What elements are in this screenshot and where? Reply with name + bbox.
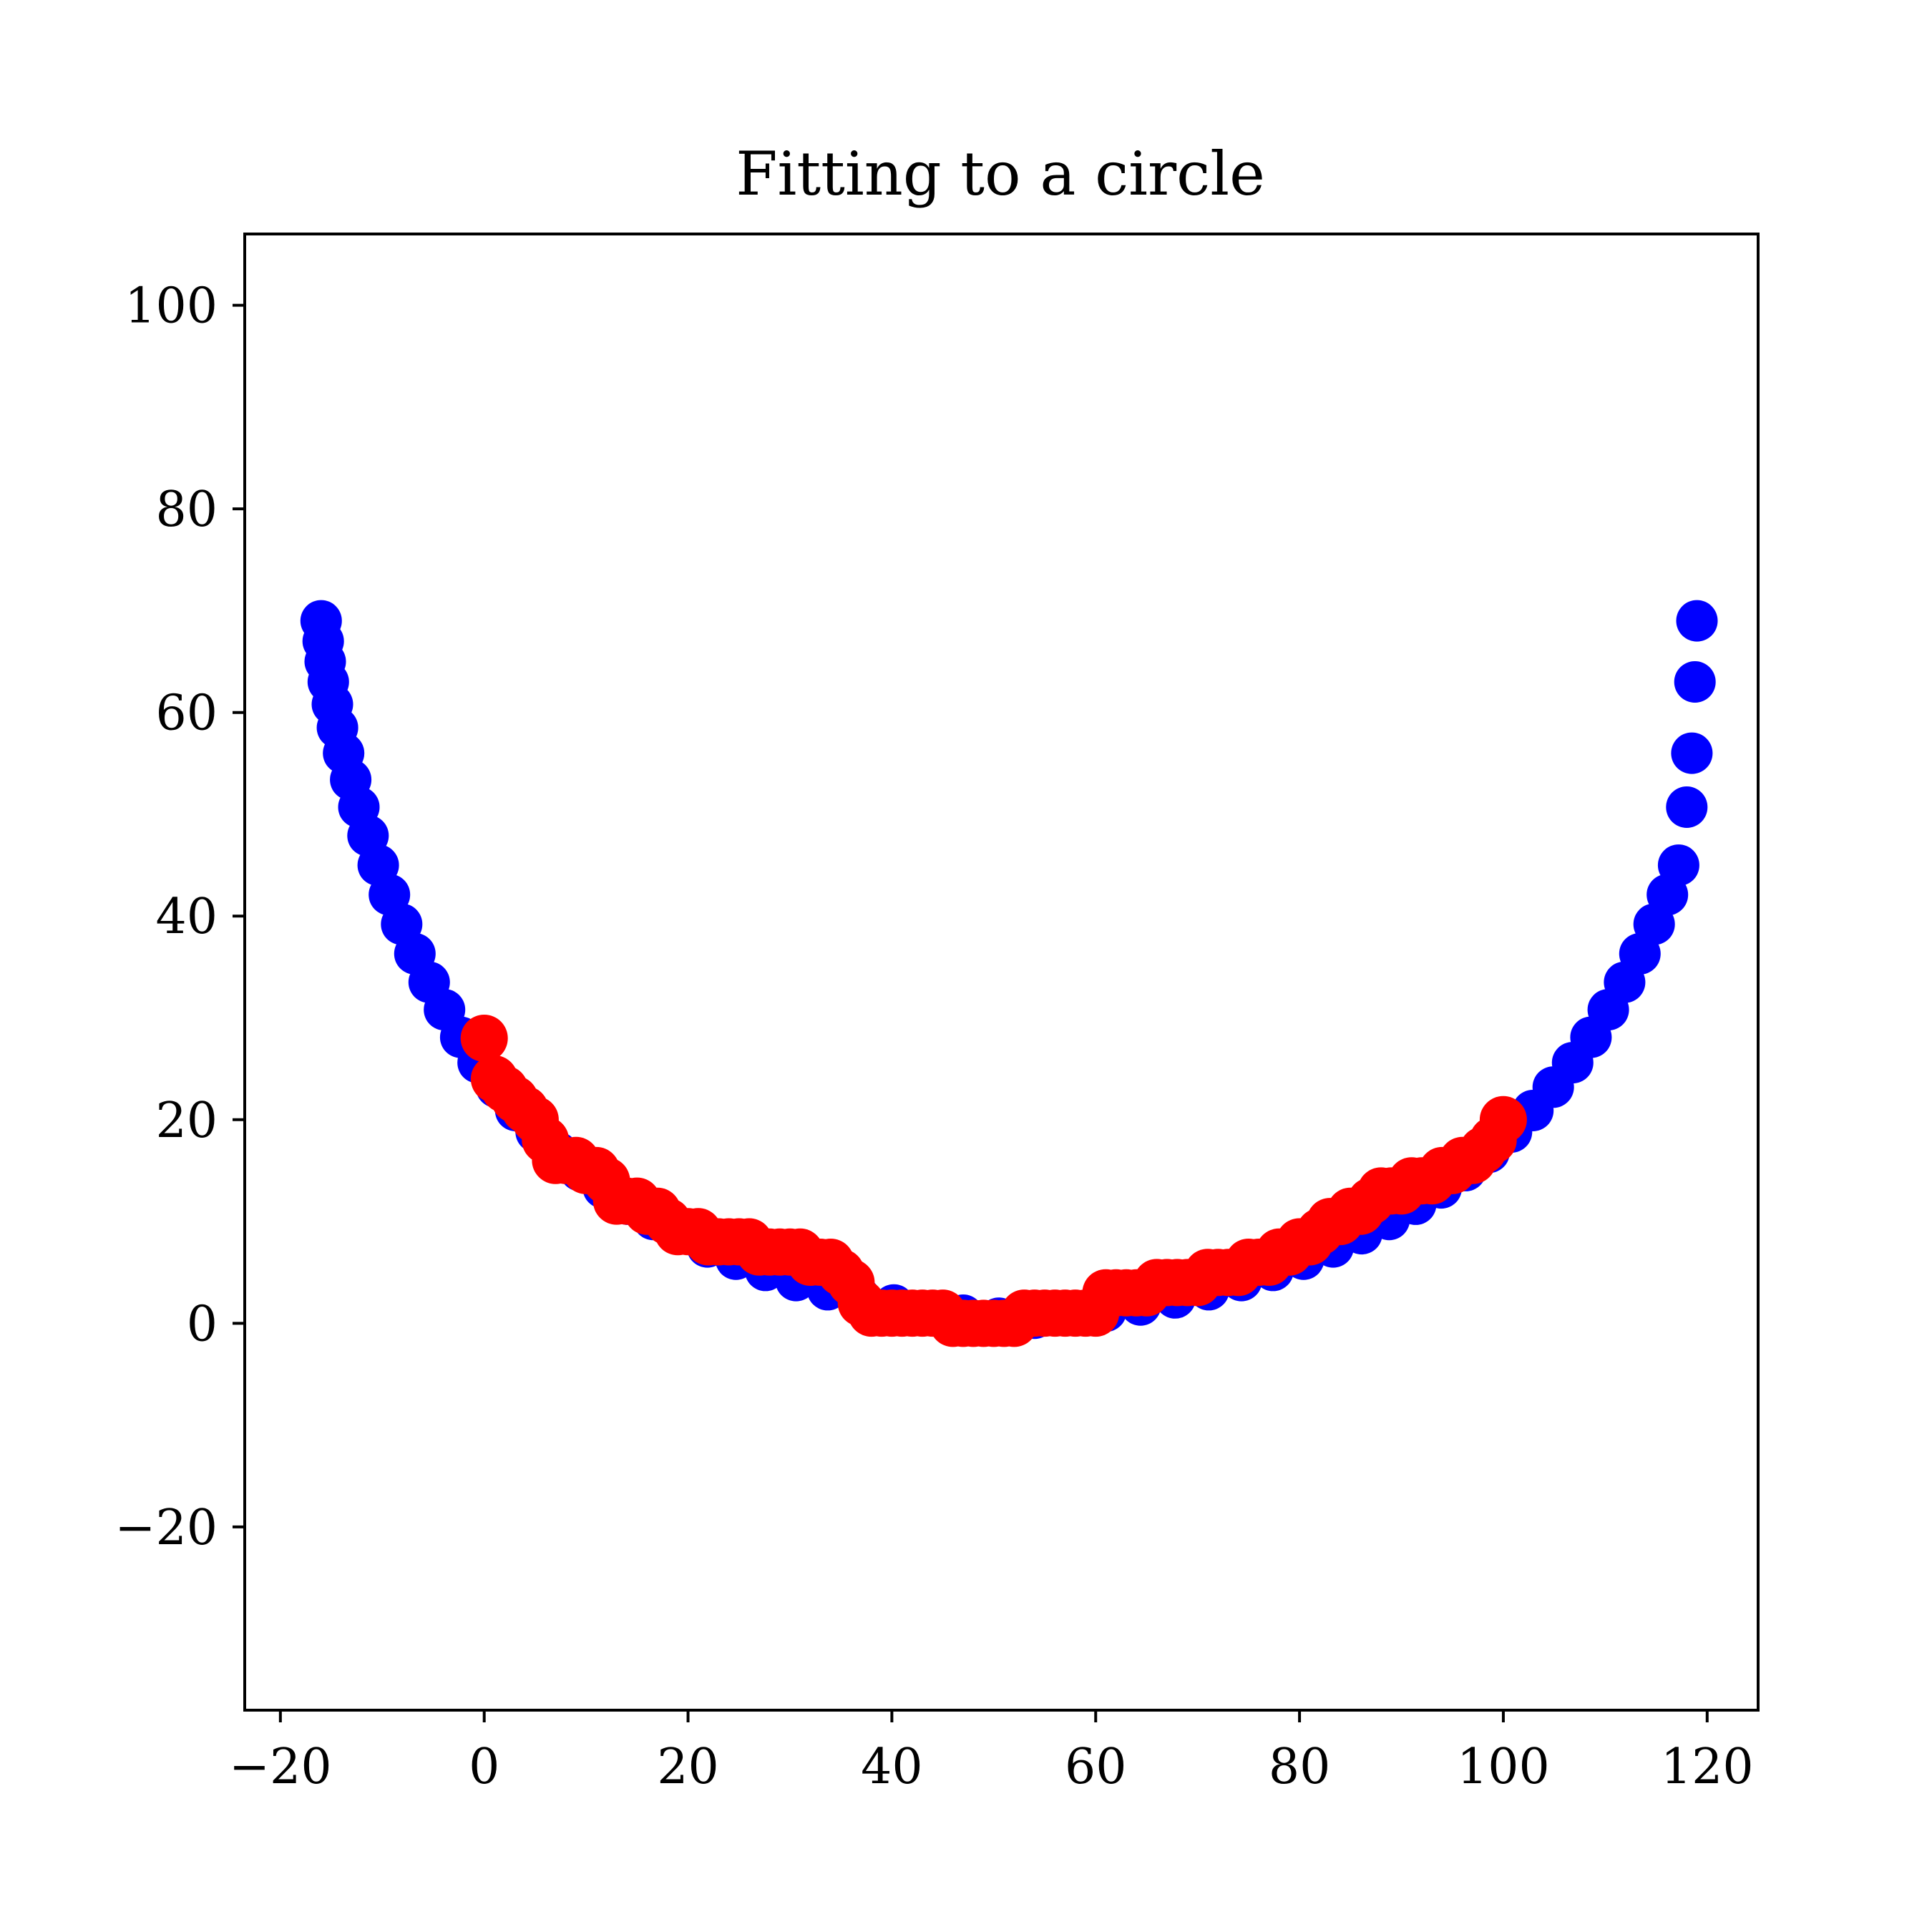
data-point bbox=[1674, 661, 1716, 703]
y-tick-label: 20 bbox=[155, 1093, 218, 1149]
y-tick-label: 100 bbox=[125, 278, 218, 335]
x-tick-label: 100 bbox=[1457, 1739, 1550, 1795]
chart-title: Fitting to a circle bbox=[736, 139, 1265, 209]
x-tick-label: 40 bbox=[861, 1739, 923, 1795]
axis-layer: −20 0 20 40 60 80 100 120 −20 0 20 40 60 80 100 bbox=[114, 278, 1753, 1795]
x-tick-label: 80 bbox=[1269, 1739, 1331, 1795]
y-tick-label: 0 bbox=[187, 1296, 218, 1352]
y-tick-label: 60 bbox=[155, 686, 218, 742]
plot-frame bbox=[243, 233, 1760, 1712]
data-point bbox=[1479, 1096, 1527, 1143]
data-point bbox=[460, 1015, 508, 1062]
y-tick-label: 80 bbox=[155, 482, 218, 538]
data-point bbox=[1671, 732, 1713, 774]
y-tick-label: 40 bbox=[155, 889, 218, 945]
data-point bbox=[1657, 844, 1699, 887]
x-tick-label: −20 bbox=[229, 1739, 332, 1795]
x-tick-label: 0 bbox=[469, 1739, 499, 1795]
x-tick-label: 60 bbox=[1065, 1739, 1127, 1795]
x-tick-label: 120 bbox=[1661, 1739, 1754, 1795]
x-tick-label: 20 bbox=[657, 1739, 719, 1795]
data-point bbox=[1666, 786, 1708, 828]
data-point bbox=[1676, 600, 1718, 642]
series-1 bbox=[460, 1015, 1527, 1347]
data-layer bbox=[300, 600, 1718, 1347]
y-tick-label: −20 bbox=[114, 1500, 218, 1556]
